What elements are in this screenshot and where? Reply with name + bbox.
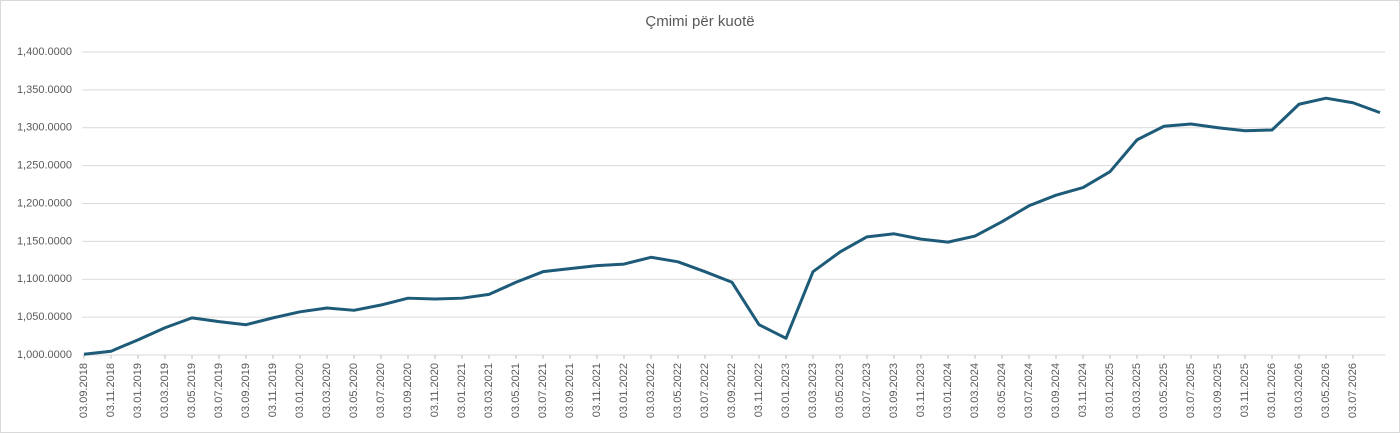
- x-tick-label: 03.11.2021: [591, 363, 603, 417]
- x-tick-label: 03.11.2020: [429, 363, 441, 417]
- x-tick-label: 03.05.2021: [510, 363, 522, 418]
- x-tick-label: 03.07.2024: [1023, 363, 1035, 418]
- x-tick-label: 03.03.2025: [1131, 363, 1143, 418]
- x-tick-label: 03.07.2021: [537, 363, 549, 418]
- x-tick-label: 03.01.2023: [780, 363, 792, 418]
- x-tick-label: 03.07.2026: [1347, 363, 1359, 418]
- x-tick-label: 03.01.2026: [1266, 363, 1278, 418]
- x-tick-label: 03.07.2020: [375, 363, 387, 418]
- x-tick-label: 03.11.2022: [753, 363, 765, 417]
- y-tick-label: 1,100.0000: [17, 273, 72, 285]
- x-tick-label: 03.05.2019: [186, 363, 198, 418]
- x-tick-label: 03.11.2025: [1239, 363, 1251, 417]
- x-tick-label: 03.01.2019: [132, 363, 144, 418]
- y-tick-label: 1,150.0000: [17, 235, 72, 247]
- x-tick-label: 03.09.2020: [402, 363, 414, 418]
- x-tick-label: 03.05.2024: [996, 363, 1008, 418]
- x-tick-label: 03.11.2024: [1077, 363, 1089, 417]
- y-tick-label: 1,300.0000: [17, 122, 72, 134]
- x-tick-label: 03.09.2021: [564, 363, 576, 418]
- x-tick-label: 03.05.2020: [348, 363, 360, 418]
- x-tick-label: 03.05.2025: [1158, 363, 1170, 418]
- x-tick-label: 03.11.2023: [915, 363, 927, 417]
- x-tick-label: 03.09.2022: [726, 363, 738, 418]
- x-tick-label: 03.07.2022: [699, 363, 711, 418]
- x-tick-label: 03.01.2021: [456, 363, 468, 418]
- x-tick-label: 03.09.2023: [888, 363, 900, 418]
- y-tick-label: 1,000.0000: [17, 349, 72, 361]
- x-tick-label: 03.07.2023: [861, 363, 873, 418]
- x-tick-label: 03.03.2019: [159, 363, 171, 418]
- x-tick-label: 03.09.2024: [1050, 363, 1062, 418]
- x-tick-label: 03.03.2023: [807, 363, 819, 418]
- x-tick-label: 03.09.2025: [1212, 363, 1224, 418]
- y-tick-label: 1,050.0000: [17, 311, 72, 323]
- chart-title: Çmimi për kuotë: [645, 13, 754, 30]
- x-tick-label: 03.03.2020: [321, 363, 333, 418]
- x-tick-label: 03.09.2019: [240, 363, 252, 418]
- x-tick-label: 03.11.2018: [105, 363, 117, 417]
- y-tick-label: 1,350.0000: [17, 84, 72, 96]
- x-tick-label: 03.03.2026: [1293, 363, 1305, 418]
- x-tick-label: 03.07.2025: [1185, 363, 1197, 418]
- x-tick-label: 03.01.2024: [942, 363, 954, 418]
- y-tick-label: 1,400.0000: [17, 46, 72, 58]
- x-tick-label: 03.07.2019: [213, 363, 225, 418]
- y-tick-label: 1,200.0000: [17, 197, 72, 209]
- y-tick-label: 1,250.0000: [17, 160, 72, 172]
- x-tick-label: 03.01.2020: [294, 363, 306, 418]
- x-tick-label: 03.01.2022: [618, 363, 630, 418]
- x-tick-label: 03.05.2026: [1320, 363, 1332, 418]
- x-tick-label: 03.05.2022: [672, 363, 684, 418]
- x-tick-label: 03.09.2018: [78, 363, 90, 418]
- line-series: [83, 96, 1381, 356]
- x-tick-label: 03.03.2021: [483, 363, 495, 418]
- x-tick-label: 03.01.2025: [1104, 363, 1116, 418]
- x-tick-label: 03.03.2022: [645, 363, 657, 418]
- x-tick-label: 03.03.2024: [969, 363, 981, 418]
- x-tick-label: 03.05.2023: [834, 363, 846, 418]
- x-tick-label: 03.11.2019: [267, 363, 279, 417]
